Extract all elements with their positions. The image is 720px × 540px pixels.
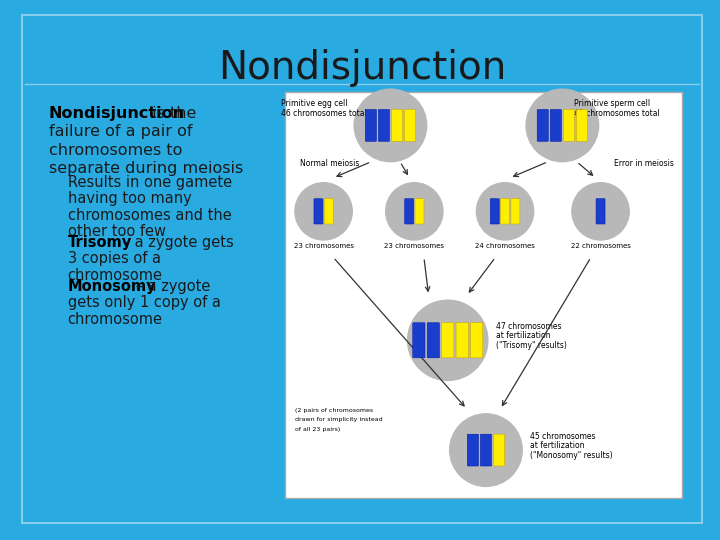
Text: 46 chromosomes total: 46 chromosomes total [281, 109, 366, 118]
FancyBboxPatch shape [378, 110, 390, 141]
Text: 3 copies of a: 3 copies of a [68, 252, 161, 266]
FancyBboxPatch shape [480, 434, 492, 466]
Text: having too many: having too many [68, 191, 192, 206]
Text: other too few: other too few [68, 224, 166, 239]
Circle shape [53, 242, 59, 248]
FancyBboxPatch shape [596, 199, 605, 224]
FancyBboxPatch shape [490, 199, 499, 224]
Text: chromosome: chromosome [68, 268, 163, 283]
Text: ("Trisomy" results): ("Trisomy" results) [495, 341, 567, 350]
Text: is the: is the [147, 106, 197, 122]
Text: Results in one gamete: Results in one gamete [68, 175, 232, 190]
FancyBboxPatch shape [405, 199, 414, 224]
Text: 24 chromosomes: 24 chromosomes [475, 242, 535, 248]
FancyBboxPatch shape [493, 434, 505, 466]
Text: drawn for simplicity instead: drawn for simplicity instead [295, 417, 382, 422]
Circle shape [572, 183, 629, 240]
Text: at fertilization: at fertilization [495, 332, 550, 340]
FancyBboxPatch shape [405, 110, 415, 141]
Text: 45 chromosomes total: 45 chromosomes total [574, 109, 660, 118]
FancyBboxPatch shape [537, 110, 549, 141]
FancyBboxPatch shape [427, 323, 439, 358]
FancyBboxPatch shape [415, 199, 424, 224]
FancyBboxPatch shape [511, 199, 520, 224]
Text: 45 chromosomes: 45 chromosomes [530, 431, 595, 441]
Text: 23 chromosomes: 23 chromosomes [294, 242, 354, 248]
Circle shape [477, 183, 534, 240]
FancyBboxPatch shape [314, 199, 323, 224]
FancyBboxPatch shape [324, 199, 333, 224]
Circle shape [408, 300, 488, 380]
Circle shape [295, 183, 352, 240]
Text: – a zygote gets: – a zygote gets [118, 235, 234, 250]
FancyBboxPatch shape [467, 434, 479, 466]
FancyBboxPatch shape [285, 92, 682, 498]
Text: of all 23 pairs): of all 23 pairs) [295, 427, 341, 432]
Text: Normal meiosis: Normal meiosis [300, 159, 359, 167]
FancyBboxPatch shape [456, 323, 468, 358]
Text: 47 chromosomes: 47 chromosomes [495, 322, 561, 331]
Circle shape [450, 414, 522, 487]
Text: 22 chromosomes: 22 chromosomes [571, 242, 631, 248]
Text: chromosomes to: chromosomes to [48, 143, 182, 158]
Circle shape [53, 286, 59, 292]
Circle shape [526, 89, 598, 161]
FancyBboxPatch shape [392, 110, 402, 141]
Text: Nondisjunction: Nondisjunction [48, 106, 185, 122]
Text: chromosome: chromosome [68, 312, 163, 327]
Text: separate during meiosis: separate during meiosis [48, 161, 243, 176]
Text: chromosomes and the: chromosomes and the [68, 207, 231, 222]
FancyBboxPatch shape [563, 110, 575, 141]
Text: Monosomy: Monosomy [68, 279, 156, 294]
FancyBboxPatch shape [550, 110, 562, 141]
FancyBboxPatch shape [365, 110, 377, 141]
FancyBboxPatch shape [577, 110, 588, 141]
Text: at fertilization: at fertilization [530, 441, 585, 450]
FancyBboxPatch shape [500, 199, 510, 224]
Text: Trisomy: Trisomy [68, 235, 132, 250]
Text: Nondisjunction: Nondisjunction [217, 49, 506, 87]
Text: 23 chromosomes: 23 chromosomes [384, 242, 444, 248]
Text: Primitive egg cell: Primitive egg cell [281, 99, 347, 109]
Circle shape [354, 89, 427, 161]
FancyBboxPatch shape [441, 323, 454, 358]
Text: – a zygote: – a zygote [131, 279, 210, 294]
Text: ("Monosomy" results): ("Monosomy" results) [530, 451, 613, 460]
Text: Primitive sperm cell: Primitive sperm cell [574, 99, 650, 109]
Circle shape [386, 183, 443, 240]
FancyBboxPatch shape [471, 323, 482, 358]
Text: (2 pairs of chromosomes: (2 pairs of chromosomes [295, 408, 373, 413]
FancyBboxPatch shape [413, 323, 425, 358]
Text: failure of a pair of: failure of a pair of [48, 124, 192, 139]
Circle shape [53, 182, 59, 187]
Text: gets only 1 copy of a: gets only 1 copy of a [68, 295, 220, 310]
Text: Error in meiosis: Error in meiosis [614, 159, 674, 167]
Circle shape [35, 112, 43, 120]
